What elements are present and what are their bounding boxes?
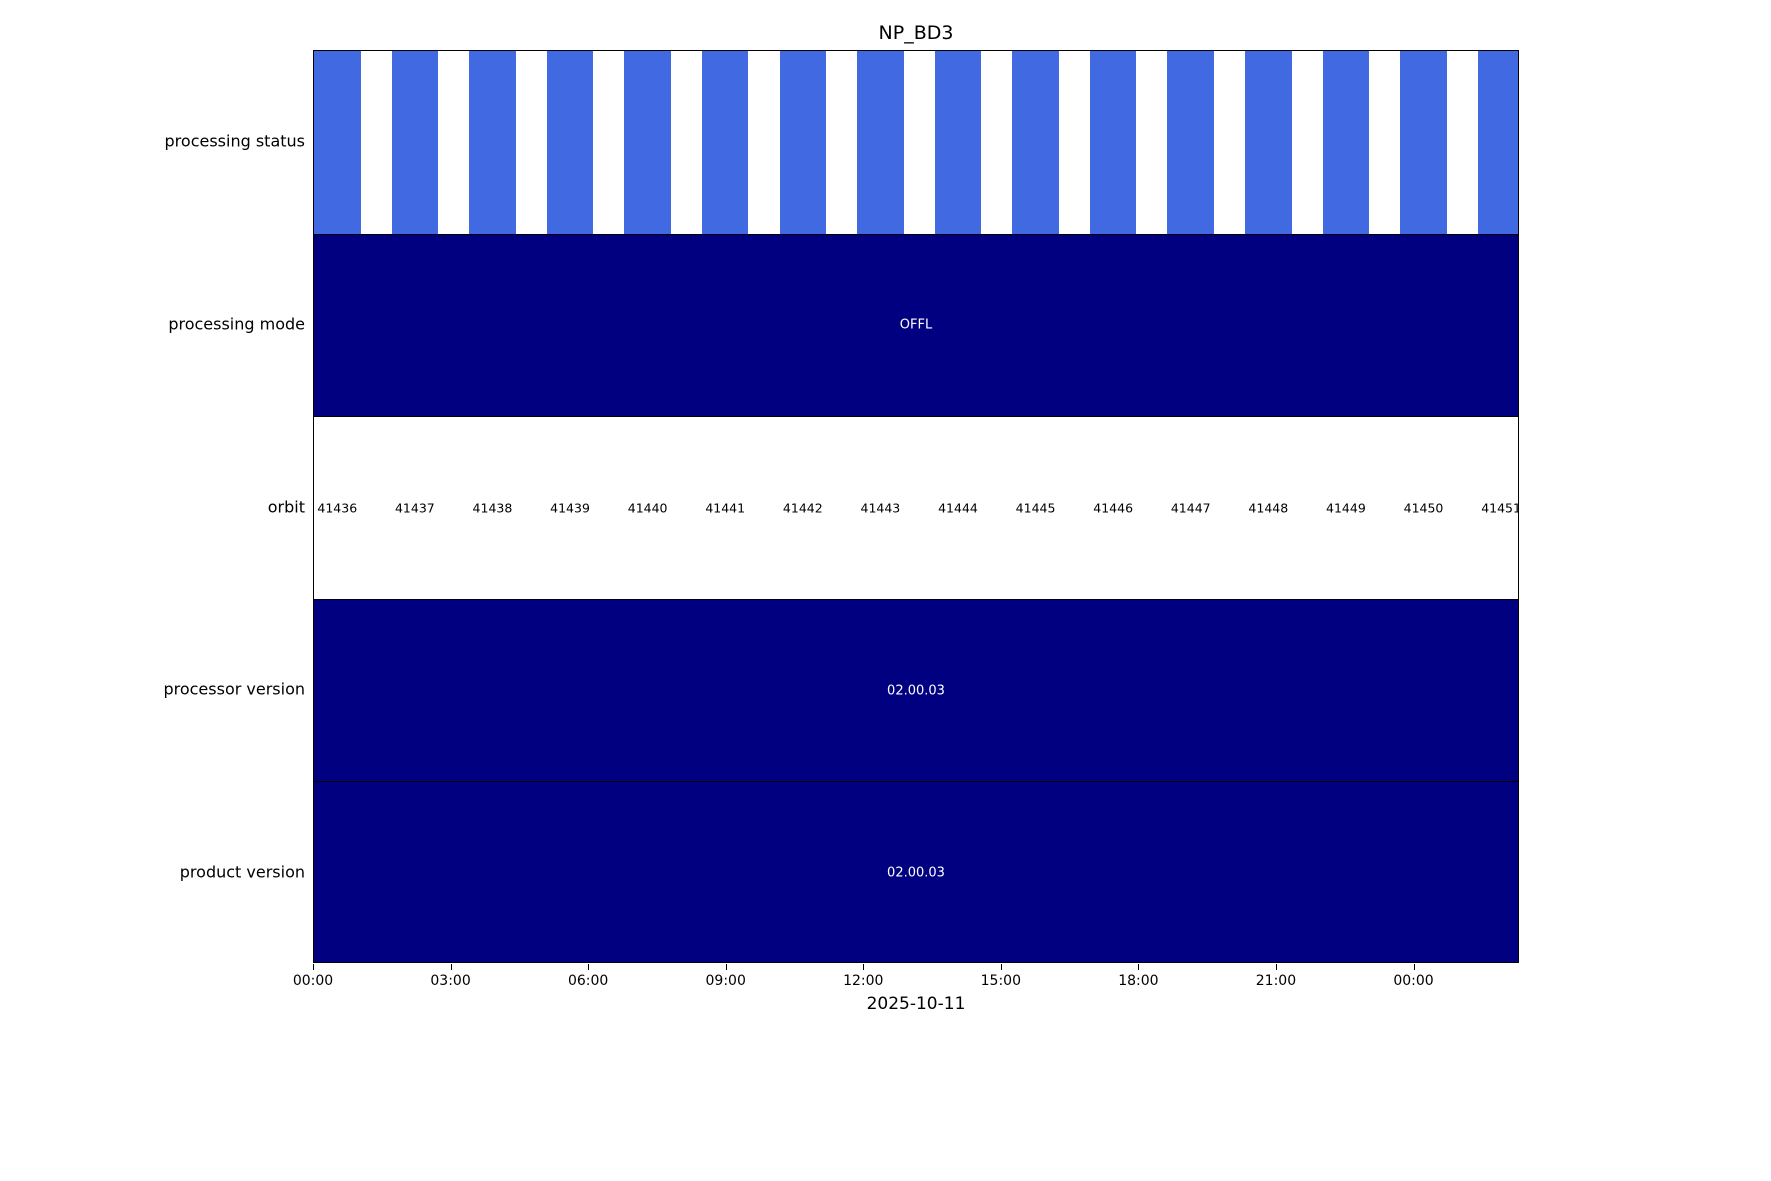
plot-area: OFFL 41436 41437 41438 41439 41440 41441 41442 4… [313, 50, 1519, 963]
row-orbit: 41436 41437 41438 41439 41440 41441 41442 41443… [314, 416, 1518, 599]
processing-status-bar [314, 51, 361, 234]
x-axis-tick-label: 06:00 [567, 973, 609, 989]
x-axis-tick-label: 00:00 [292, 973, 334, 989]
orbit-number: 41450 [1403, 500, 1444, 516]
row-processing-status [314, 51, 1518, 234]
x-axis-tick-label: 12:00 [843, 973, 884, 989]
x-axis-tick-label: 21:00 [1255, 973, 1297, 989]
processing-status-bar [1245, 51, 1292, 234]
processor-version-value: 02.00.03 [887, 683, 945, 699]
orbit-number: 41441 [705, 500, 746, 516]
orbit-number: 41438 [472, 500, 513, 516]
x-axis-date-label: 2025-10-11 [866, 994, 966, 1014]
orbit-number: 41443 [860, 500, 901, 516]
processing-status-bar [1477, 51, 1518, 234]
row-label-processor-version: processor version [163, 679, 305, 699]
x-axis-tick [863, 964, 865, 970]
orbit-number: 41447 [1170, 500, 1211, 516]
processing-status-bar [934, 51, 982, 234]
processing-status-bar [624, 51, 671, 234]
orbit-number: 41444 [938, 500, 978, 516]
processing-mode-value: OFFL [899, 317, 933, 333]
processing-status-bar [391, 51, 439, 234]
x-axis-tick-label: 09:00 [705, 973, 746, 989]
processing-status-bar [469, 51, 516, 234]
chart-title: NP_BD3 [878, 22, 954, 44]
processing-status-bar [1167, 51, 1214, 234]
processing-status-bar [1012, 51, 1059, 234]
orbit-number: 41440 [627, 500, 668, 516]
processing-status-bar [1322, 51, 1370, 234]
product-version-value: 02.00.03 [887, 865, 945, 881]
row-label-product-version: product version [179, 862, 305, 882]
orbit-number: 41442 [782, 500, 823, 516]
processing-status-bar [857, 51, 904, 234]
x-axis-tick [725, 964, 727, 970]
orbit-number: 41446 [1093, 500, 1134, 516]
x-axis-tick [450, 964, 452, 970]
x-axis-tick-label: 00:00 [1393, 973, 1434, 989]
x-axis-tick [1275, 964, 1277, 970]
orbit-number: 41437 [394, 500, 435, 516]
x-axis-tick [313, 964, 314, 970]
orbit-number: 41445 [1015, 500, 1056, 516]
row-label-processing-mode: processing mode [168, 314, 305, 334]
x-axis-tick [1138, 964, 1140, 970]
orbit-number: 41439 [550, 500, 590, 516]
orbit-number: 41448 [1248, 500, 1289, 516]
x-axis-tick-label: 03:00 [430, 973, 471, 989]
processing-status-bar [1089, 51, 1137, 234]
x-axis-tick-label: 15:00 [980, 973, 1022, 989]
processing-status-bar [779, 51, 827, 234]
row-label-orbit: orbit [267, 497, 305, 516]
processing-status-bar [701, 51, 749, 234]
row-processing-mode: OFFL [314, 233, 1518, 417]
row-processor-version: 02.00.03 [314, 598, 1518, 782]
orbit-number: 41436 [317, 500, 358, 516]
x-axis-tick-label: 18:00 [1118, 973, 1159, 989]
x-axis-tick [1000, 964, 1002, 970]
x-axis-tick [1413, 964, 1415, 970]
orbit-number: 41451 [1481, 500, 1519, 516]
row-product-version: 02.00.03 [314, 781, 1518, 962]
row-label-processing-status: processing status [164, 131, 305, 151]
x-axis-tick [588, 964, 590, 970]
processing-status-bar [546, 51, 594, 234]
orbit-number: 41449 [1326, 500, 1366, 516]
processing-status-bar [1400, 51, 1447, 234]
